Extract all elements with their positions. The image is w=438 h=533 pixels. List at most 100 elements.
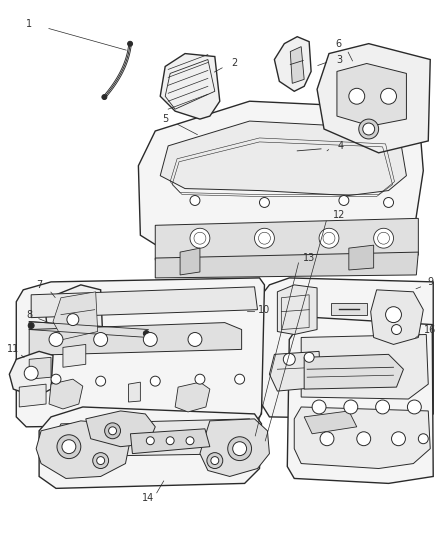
Polygon shape — [331, 303, 367, 314]
Text: 8: 8 — [26, 310, 32, 320]
Polygon shape — [269, 351, 321, 391]
Circle shape — [109, 427, 117, 435]
Circle shape — [304, 352, 314, 362]
Polygon shape — [53, 292, 98, 340]
Circle shape — [188, 333, 202, 346]
Circle shape — [381, 88, 396, 104]
Circle shape — [143, 333, 157, 346]
Circle shape — [186, 437, 194, 445]
Polygon shape — [63, 344, 86, 367]
Polygon shape — [160, 53, 220, 119]
Polygon shape — [304, 411, 357, 434]
Circle shape — [195, 374, 205, 384]
Circle shape — [384, 198, 393, 207]
Circle shape — [259, 198, 269, 207]
Circle shape — [211, 457, 219, 465]
Polygon shape — [29, 321, 148, 337]
Polygon shape — [49, 379, 83, 409]
Text: 4: 4 — [338, 141, 344, 151]
Text: 12: 12 — [333, 211, 345, 220]
Text: 16: 16 — [424, 325, 436, 335]
Circle shape — [207, 453, 223, 469]
Circle shape — [62, 440, 76, 454]
Circle shape — [374, 228, 393, 248]
Polygon shape — [371, 290, 423, 344]
Circle shape — [97, 457, 105, 465]
Polygon shape — [131, 429, 210, 454]
Polygon shape — [31, 287, 258, 318]
Circle shape — [93, 453, 109, 469]
Polygon shape — [337, 63, 406, 126]
Circle shape — [190, 196, 200, 205]
Text: 10: 10 — [258, 305, 271, 314]
Circle shape — [24, 366, 38, 380]
Text: 1: 1 — [26, 19, 32, 29]
Circle shape — [363, 123, 374, 135]
Circle shape — [283, 353, 295, 365]
Polygon shape — [53, 419, 254, 457]
Text: 13: 13 — [303, 253, 315, 263]
Circle shape — [392, 432, 406, 446]
Circle shape — [146, 437, 154, 445]
Polygon shape — [29, 357, 51, 379]
Polygon shape — [277, 285, 317, 335]
Text: 3: 3 — [336, 54, 342, 64]
Circle shape — [320, 432, 334, 446]
Text: 14: 14 — [142, 494, 155, 503]
Circle shape — [127, 41, 133, 46]
Circle shape — [166, 437, 174, 445]
Circle shape — [143, 330, 149, 336]
Polygon shape — [36, 421, 131, 479]
Polygon shape — [9, 351, 53, 397]
Circle shape — [190, 228, 210, 248]
Circle shape — [407, 400, 421, 414]
Circle shape — [312, 400, 326, 414]
Circle shape — [102, 94, 107, 100]
Polygon shape — [301, 335, 428, 399]
Polygon shape — [155, 252, 418, 278]
Circle shape — [258, 232, 270, 244]
Polygon shape — [290, 46, 304, 83]
Circle shape — [95, 376, 106, 386]
Polygon shape — [317, 44, 430, 153]
Text: 11: 11 — [7, 344, 19, 354]
Circle shape — [319, 228, 339, 248]
Polygon shape — [259, 278, 433, 419]
Circle shape — [418, 434, 428, 443]
Circle shape — [357, 432, 371, 446]
Polygon shape — [39, 407, 261, 488]
Circle shape — [235, 374, 244, 384]
Circle shape — [67, 313, 79, 326]
Circle shape — [228, 437, 251, 461]
Polygon shape — [16, 278, 265, 427]
Polygon shape — [180, 248, 200, 275]
Circle shape — [105, 423, 120, 439]
Circle shape — [57, 435, 81, 458]
Polygon shape — [29, 322, 242, 356]
Circle shape — [359, 119, 378, 139]
Circle shape — [378, 232, 389, 244]
Polygon shape — [274, 37, 311, 91]
Circle shape — [349, 88, 365, 104]
Polygon shape — [304, 354, 403, 389]
Circle shape — [94, 333, 108, 346]
Circle shape — [51, 374, 61, 384]
Circle shape — [233, 442, 247, 456]
Circle shape — [385, 306, 402, 322]
Circle shape — [194, 232, 206, 244]
Circle shape — [254, 228, 274, 248]
Circle shape — [376, 400, 389, 414]
Circle shape — [49, 333, 63, 346]
Polygon shape — [128, 382, 140, 402]
Text: 2: 2 — [232, 59, 238, 68]
Polygon shape — [46, 285, 102, 354]
Polygon shape — [200, 419, 269, 477]
Circle shape — [344, 400, 358, 414]
Polygon shape — [349, 245, 374, 270]
Polygon shape — [19, 384, 46, 407]
Polygon shape — [155, 219, 418, 260]
Text: 7: 7 — [36, 280, 42, 290]
Polygon shape — [175, 382, 210, 412]
Polygon shape — [160, 121, 406, 196]
Polygon shape — [138, 101, 423, 260]
